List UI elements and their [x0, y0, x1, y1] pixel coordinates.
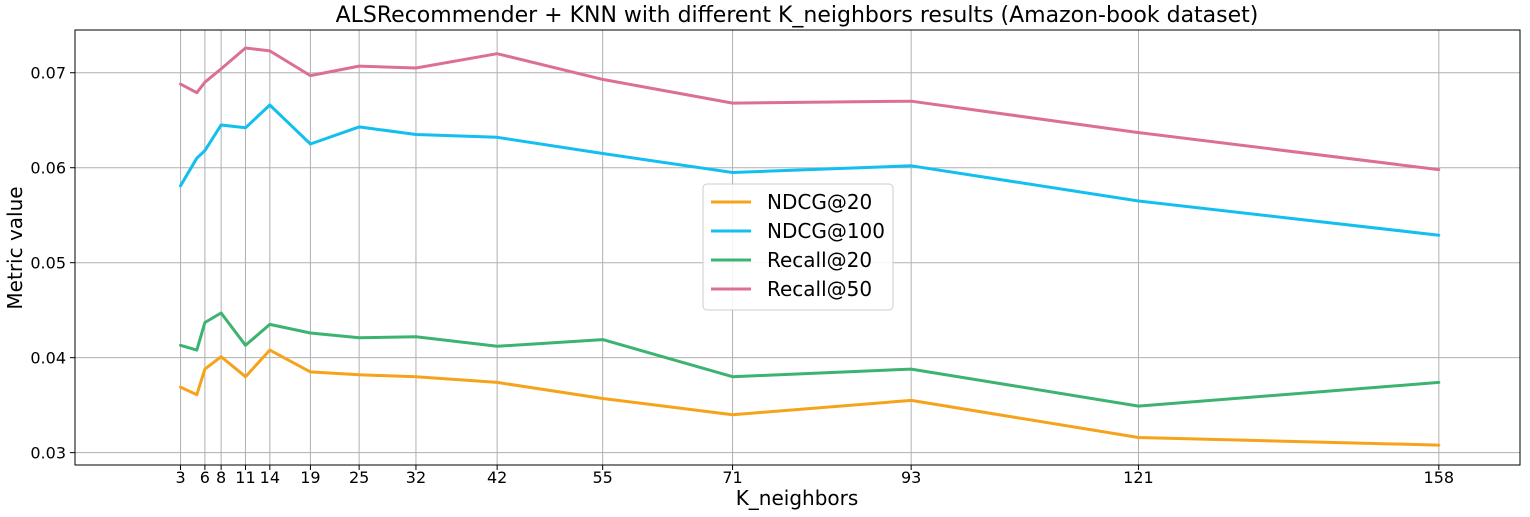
x-tick-label: 19: [300, 468, 320, 487]
x-tick-label: 8: [216, 468, 226, 487]
x-tick-label: 93: [901, 468, 921, 487]
legend-label-ndcg-20: NDCG@20: [767, 190, 872, 214]
legend-label-ndcg-100: NDCG@100: [767, 219, 885, 243]
x-tick-label: 71: [722, 468, 742, 487]
x-tick-label: 158: [1424, 468, 1455, 487]
y-tick-label: 0.05: [30, 254, 66, 273]
x-tick-label: 6: [200, 468, 210, 487]
x-tick-label: 55: [592, 468, 612, 487]
x-tick-label: 3: [175, 468, 185, 487]
x-tick-label: 11: [235, 468, 255, 487]
series-lines: [179, 46, 1441, 447]
x-tick-label: 32: [406, 468, 426, 487]
series-line-recall-20: [179, 311, 1441, 408]
x-tick-label: 121: [1123, 468, 1154, 487]
x-tick-label: 42: [487, 468, 507, 487]
ticks: 3 6 8 11 14 19 25 32 42 55 71 93 121 158 0.03 0.04 0.05 0…: [30, 64, 1454, 487]
x-tick-label: 25: [349, 468, 369, 487]
x-axis-title: K_neighbors: [736, 486, 859, 510]
series-line-ndcg-100: [179, 103, 1441, 237]
y-axis-title: Metric value: [3, 186, 27, 309]
series-line-ndcg-20: [179, 348, 1441, 447]
y-tick-label: 0.07: [30, 64, 66, 83]
legend-label-recall-50: Recall@50: [767, 277, 872, 301]
y-tick-label: 0.06: [30, 159, 66, 178]
x-tick-label: 14: [260, 468, 280, 487]
legend-label-recall-20: Recall@20: [767, 248, 872, 272]
series-line-recall-50: [179, 46, 1441, 172]
legend-box: [702, 183, 894, 311]
legend: NDCG@20 NDCG@100 Recall@20 Recall@50: [702, 183, 894, 311]
chart-title: ALSRecommender + KNN with different K_ne…: [336, 3, 1259, 28]
plot-frame: [74, 29, 1521, 466]
y-tick-label: 0.03: [30, 444, 66, 463]
y-tick-label: 0.04: [30, 349, 66, 368]
